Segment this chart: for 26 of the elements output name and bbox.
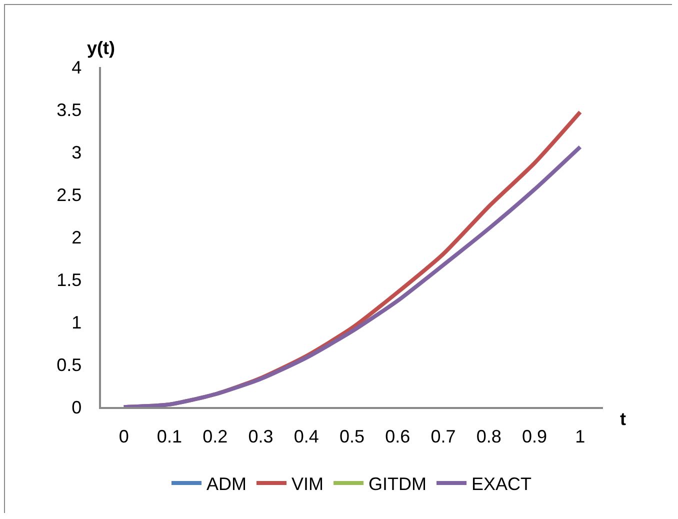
y-tick-label: 4 <box>72 57 82 78</box>
legend-label: GITDM <box>368 474 427 494</box>
y-tick-label: 0.5 <box>56 354 82 375</box>
y-tick-label: 1 <box>72 312 82 332</box>
x-tick-label: 0.3 <box>248 426 274 446</box>
y-axis-title: y(t) <box>87 38 115 58</box>
x-tick-label: 0.5 <box>339 426 365 446</box>
legend-label: EXACT <box>472 474 532 494</box>
x-tick-label: 0.1 <box>156 426 182 446</box>
legend-label: ADM <box>206 474 246 494</box>
x-tick-label: 0.2 <box>202 426 228 446</box>
x-tick-label: 0.8 <box>476 426 502 446</box>
x-axis-title: t <box>620 409 626 429</box>
x-tick-label: 0.9 <box>522 426 548 446</box>
legend-label: VIM <box>292 474 324 494</box>
y-tick-label: 1.5 <box>56 270 82 290</box>
x-tick-label: 0.7 <box>430 426 456 446</box>
y-tick-label: 2.5 <box>56 184 82 205</box>
x-tick-label: 0.4 <box>294 426 319 446</box>
x-tick-label: 0 <box>118 426 129 446</box>
y-tick-label: 3.5 <box>56 100 82 120</box>
x-tick-label: 1 <box>575 426 586 446</box>
y-tick-label: 0 <box>72 397 82 418</box>
y-tick-label: 2 <box>72 227 82 248</box>
y-tick-label: 3 <box>72 142 82 162</box>
x-tick-label: 0.6 <box>385 426 410 446</box>
